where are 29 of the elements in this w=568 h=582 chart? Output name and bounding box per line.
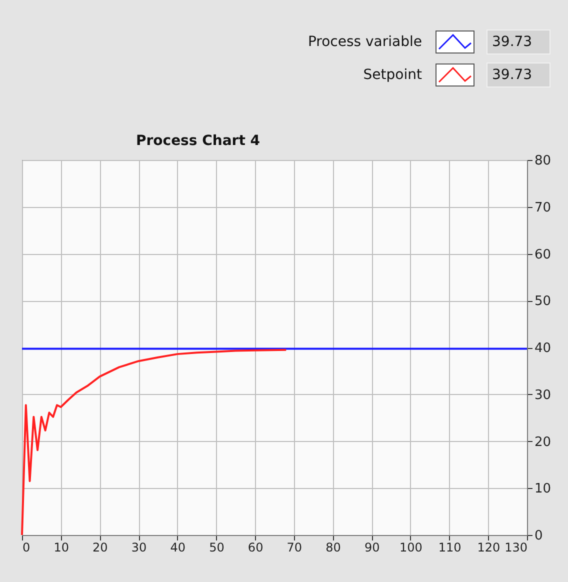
y-tick-label: 70 <box>534 200 552 216</box>
x-tick-label: 90 <box>364 540 380 554</box>
y-tick-label: 50 <box>534 294 552 310</box>
x-tick-label: 70 <box>286 540 302 554</box>
x-tick-label: 100 <box>400 540 422 554</box>
chart-title: Process Chart 4 <box>136 133 260 149</box>
x-tick-label: 40 <box>170 540 186 554</box>
x-tick-label: 110 <box>438 540 462 554</box>
legend-label: Setpoint <box>363 67 422 83</box>
y-tick-label: 30 <box>534 388 552 403</box>
line-series <box>21 348 288 536</box>
x-tick-label: 120 <box>477 540 500 554</box>
x-tick-label: 60 <box>248 540 264 554</box>
y-tick-label: 10 <box>534 482 552 497</box>
x-tick-label: 0 <box>22 540 30 554</box>
x-tick-label: 10 <box>54 540 69 554</box>
text: 39.73 <box>492 34 532 50</box>
x-tick-label: 30 <box>131 540 147 554</box>
y-tick-label: 20 <box>534 434 552 450</box>
legend-label: Process variable <box>308 34 422 50</box>
x-tick-label: 20 <box>92 540 108 554</box>
y-tick-label: 40 <box>534 341 552 356</box>
y-tick-label: 60 <box>534 247 552 262</box>
x-tick-label: 50 <box>209 540 224 554</box>
x-tick-label: 80 <box>326 540 341 554</box>
y-tick-label: 80 <box>534 154 552 168</box>
y-tick-label: 0 <box>534 528 543 544</box>
text: 39.73 <box>492 67 532 83</box>
x-tick-label: 130 <box>504 540 528 554</box>
